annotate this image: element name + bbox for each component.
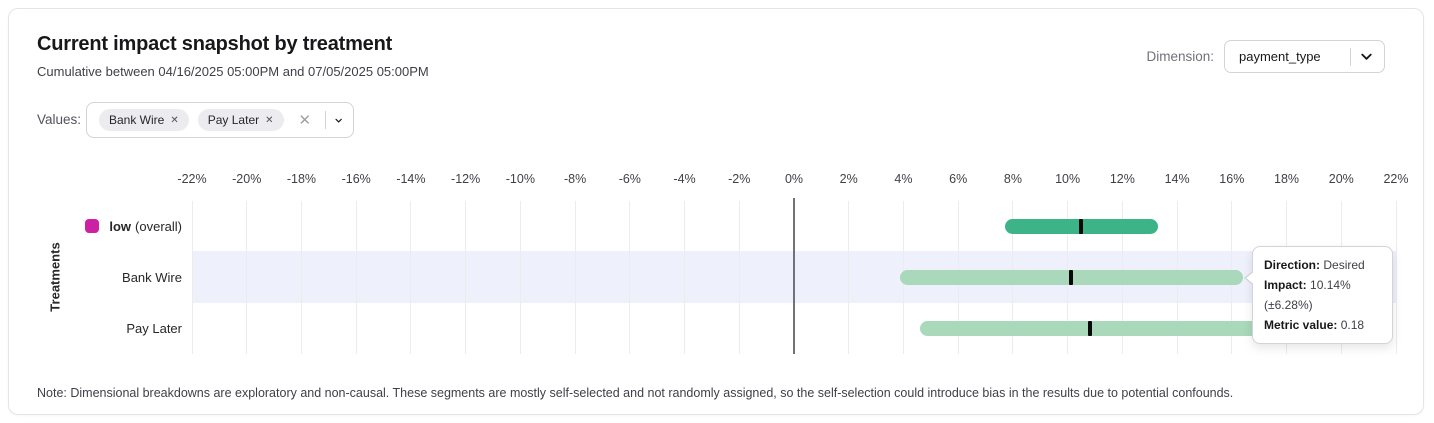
x-axis-tick-label: 18%	[1274, 172, 1300, 186]
tooltip-direction-row: Direction: Desired	[1264, 258, 1365, 272]
gridline	[246, 201, 248, 354]
impact-point-marker	[1079, 218, 1084, 234]
tooltip-metric-row: Metric value: 0.18	[1264, 318, 1365, 332]
gridline	[355, 201, 357, 354]
chip-remove-icon[interactable]: ✕	[265, 114, 274, 126]
x-axis-tick-label: -22%	[177, 172, 207, 186]
gridline	[684, 201, 686, 354]
gridline	[191, 201, 193, 354]
chip-remove-icon[interactable]: ✕	[170, 114, 179, 126]
x-axis-tick-label: -20%	[232, 172, 262, 186]
values-multiselect[interactable]: Bank Wire ✕ Pay Later ✕ ✕	[86, 102, 354, 138]
bar-tooltip: Direction: Desired Impact: 10.14% (±6.28…	[1244, 246, 1393, 344]
date-range-subtitle: Cumulative between 04/16/2025 05:00PM an…	[37, 64, 429, 79]
select-divider	[325, 111, 326, 129]
gridline	[465, 201, 467, 354]
x-axis-tick-label: 20%	[1328, 172, 1354, 186]
x-axis-tick-label: -4%	[673, 172, 696, 186]
dimension-select[interactable]: payment_type	[1224, 40, 1385, 73]
gridline	[300, 201, 302, 354]
disclaimer-note: Note: Dimensional breakdowns are explora…	[37, 386, 1234, 400]
treatment-label: Bank Wire	[122, 269, 182, 285]
zero-line	[793, 198, 795, 354]
value-chip-bank-wire[interactable]: Bank Wire ✕	[99, 109, 189, 131]
dimension-label: Dimension:	[1146, 49, 1214, 64]
x-axis-tick-label: 0%	[784, 172, 804, 186]
x-axis-tick-label: -8%	[563, 172, 587, 186]
value-chip-pay-later[interactable]: Pay Later ✕	[197, 109, 284, 131]
select-divider	[1350, 47, 1351, 66]
x-axis-tick-label: -18%	[286, 172, 317, 186]
treatment-row-labels: low (overall) Bank Wire Pay Later	[9, 201, 182, 354]
clear-all-icon[interactable]: ✕	[298, 112, 312, 129]
tooltip-impact-row: Impact: 10.14% (±6.28%)	[1264, 278, 1351, 312]
x-axis-tick-label: 6%	[949, 172, 968, 186]
impact-point-marker	[1087, 320, 1092, 336]
x-axis-tick-label: -16%	[341, 172, 371, 186]
impact-point-marker	[1069, 269, 1074, 285]
values-label: Values:	[37, 112, 82, 127]
chevron-down-icon[interactable]	[334, 113, 343, 128]
x-axis-tick-label: 12%	[1109, 172, 1135, 186]
page-title: Current impact snapshot by treatment	[37, 33, 393, 55]
gridline	[410, 201, 412, 354]
chip-label: Bank Wire	[109, 113, 165, 127]
gridline	[519, 201, 521, 354]
x-axis-tick-label: 14%	[1164, 172, 1190, 186]
gridline	[574, 201, 576, 354]
x-axis-tick-label: 2%	[839, 172, 858, 186]
x-axis-tick-label: 16%	[1219, 172, 1245, 186]
x-axis-tick-label: -2%	[728, 172, 751, 186]
x-axis-tick-label: -12%	[451, 172, 481, 186]
impact-snapshot-card: Current impact snapshot by treatment Cum…	[8, 8, 1424, 415]
legend-swatch	[85, 219, 100, 233]
x-axis-labels: -22% -20% -18% -16% -14% -12% -10% -8% -6% -4% -2%…	[177, 172, 1408, 188]
x-axis-tick-label: -6%	[618, 172, 641, 186]
dimension-control: Dimension: payment_type	[1146, 40, 1385, 73]
x-axis-tick-label: -10%	[505, 172, 535, 186]
x-axis-tick-label: 4%	[894, 172, 913, 186]
x-axis-tick-label: 8%	[1003, 172, 1022, 186]
treatment-label: Pay Later	[126, 320, 182, 336]
chart-plot-area	[191, 198, 1397, 354]
chip-label: Pay Later	[207, 113, 260, 127]
chevron-down-icon[interactable]	[1359, 49, 1374, 64]
tooltip-arrow	[1245, 271, 1255, 285]
x-axis-tick-label: -14%	[396, 172, 426, 186]
gridline	[629, 201, 631, 354]
gridline	[738, 201, 740, 354]
dimension-selected-value: payment_type	[1239, 49, 1321, 64]
x-axis-tick-label: 10%	[1055, 172, 1081, 186]
treatment-label: low (overall)	[9, 216, 182, 236]
x-axis-tick-label: 22%	[1383, 172, 1409, 186]
gridline	[1395, 201, 1397, 354]
gridline	[848, 201, 850, 354]
